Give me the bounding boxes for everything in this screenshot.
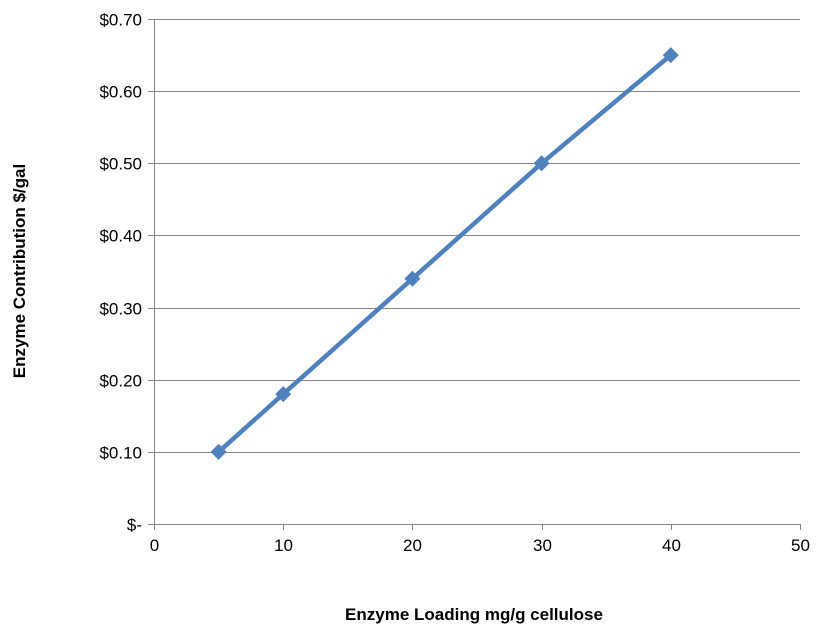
x-tick-label: 20 — [403, 536, 422, 555]
data-point-marker — [210, 443, 227, 460]
x-axis-title: Enzyme Loading mg/g cellulose — [345, 605, 603, 624]
y-tick-label: $0.40 — [99, 227, 142, 246]
x-tick-label: 50 — [791, 536, 810, 555]
axes — [148, 19, 801, 530]
y-tick-label: $0.30 — [99, 300, 142, 319]
x-tick-label: 10 — [274, 536, 293, 555]
x-tick-label: 30 — [533, 536, 552, 555]
y-axis-title: Enzyme Contribution $/gal — [10, 164, 29, 378]
data-series — [210, 47, 679, 460]
y-tick-label: $0.10 — [99, 444, 142, 463]
data-point-marker — [275, 386, 292, 403]
y-tick-label: $0.70 — [99, 11, 142, 30]
x-tick-label: 0 — [150, 536, 159, 555]
y-tick-labels: $- $0.10 $0.20 $0.30 $0.40 $0.50 $0.60 $0.70 — [99, 11, 142, 535]
x-tick-labels: 0 10 20 30 40 50 — [150, 536, 810, 555]
y-tick-label: $0.20 — [99, 372, 142, 391]
data-point-marker — [404, 270, 421, 287]
x-tick-label: 40 — [662, 536, 681, 555]
y-gridlines — [154, 19, 800, 453]
data-point-marker — [662, 47, 679, 64]
data-point-marker — [533, 155, 550, 172]
y-tick-label: $- — [127, 516, 142, 535]
y-tick-label: $0.50 — [99, 155, 142, 174]
y-tick-label: $0.60 — [99, 83, 142, 102]
